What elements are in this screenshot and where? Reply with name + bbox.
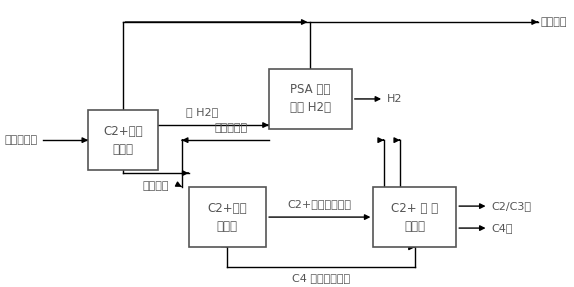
Text: 不凝气体。: 不凝气体。 <box>214 123 247 133</box>
FancyBboxPatch shape <box>188 187 266 247</box>
Text: C2+萃取解吸气。: C2+萃取解吸气。 <box>288 199 352 209</box>
Text: C2+ 分 离
回收。: C2+ 分 离 回收。 <box>391 201 439 232</box>
Text: C2+萃取
解吸。: C2+萃取 解吸。 <box>208 201 247 232</box>
FancyBboxPatch shape <box>88 110 158 170</box>
Text: 富 H2。: 富 H2。 <box>187 107 219 117</box>
Text: C4。: C4。 <box>491 223 513 233</box>
Text: C2+吸附
浓缩。: C2+吸附 浓缩。 <box>103 125 143 156</box>
Text: 炼厂干气。: 炼厂干气。 <box>4 135 37 145</box>
Text: PSA 分离
提纯 H2。: PSA 分离 提纯 H2。 <box>290 84 331 115</box>
Text: 燃料气。: 燃料气。 <box>541 17 567 27</box>
Text: C4 萃取剂循环。: C4 萃取剂循环。 <box>292 274 350 284</box>
FancyBboxPatch shape <box>373 187 456 247</box>
Text: 吸附质。: 吸附质。 <box>142 181 169 191</box>
FancyBboxPatch shape <box>269 69 352 129</box>
Text: H2: H2 <box>387 94 402 104</box>
Text: C2/C3。: C2/C3。 <box>491 201 531 211</box>
